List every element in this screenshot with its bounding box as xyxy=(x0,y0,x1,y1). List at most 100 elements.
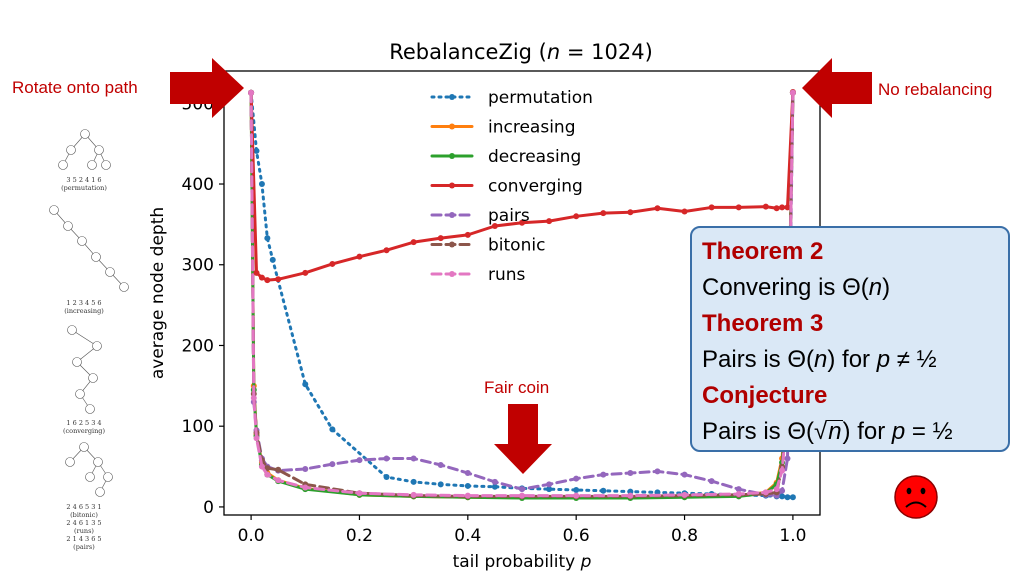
data-point-converging xyxy=(573,213,580,220)
data-point-runs xyxy=(275,477,282,484)
data-point-runs xyxy=(681,491,688,498)
conjecture-statement: Pairs is Θ(√n) for p = ½ xyxy=(702,418,953,445)
data-point-pairs xyxy=(735,486,742,493)
data-point-converging xyxy=(779,204,786,211)
bitonic-tree xyxy=(65,442,113,497)
legend-marker-runs xyxy=(449,271,455,277)
theorem-2-title: Theorem 2 xyxy=(702,238,824,265)
data-point-permutation xyxy=(464,482,471,489)
data-point-converging xyxy=(264,277,271,284)
data-point-runs xyxy=(356,490,363,497)
data-point-permutation xyxy=(329,426,336,433)
x-axis-label: tail probability p xyxy=(453,552,592,572)
data-point-permutation xyxy=(779,493,786,500)
x-axis-ticks: 0.0 0.2 0.4 0.6 0.8 1.0 xyxy=(238,515,806,546)
permutation-tree xyxy=(58,129,111,170)
data-point-runs xyxy=(627,492,634,499)
data-point-runs xyxy=(250,394,257,401)
increasing-tree xyxy=(49,205,129,292)
data-point-pairs xyxy=(627,470,634,477)
legend-marker-bitonic xyxy=(449,241,455,248)
data-point-runs xyxy=(789,89,796,96)
tree-diagrams xyxy=(49,129,129,497)
data-point-permutation xyxy=(269,256,276,263)
legend-marker-converging xyxy=(449,182,455,189)
data-point-runs xyxy=(519,492,525,499)
converging-caption-name: (converging) xyxy=(62,427,106,435)
legend-label-converging: converging xyxy=(488,177,583,197)
data-point-converging xyxy=(784,204,791,211)
legend-marker-decreasing xyxy=(449,153,455,159)
data-point-pairs xyxy=(681,471,688,478)
data-point-converging xyxy=(275,276,282,283)
data-point-permutation xyxy=(546,486,553,493)
data-point-runs xyxy=(464,492,471,499)
data-point-converging xyxy=(519,219,525,226)
data-point-pairs xyxy=(491,478,498,485)
increasing-caption-sequence: 1 2 3 4 5 6 xyxy=(66,299,102,307)
converging-caption-sequence: 1 6 2 5 3 4 xyxy=(66,419,102,427)
data-point-permutation xyxy=(784,494,791,501)
legend-item-runs: runs xyxy=(430,265,526,285)
data-point-converging xyxy=(491,222,498,229)
permutation-caption-name: (permutation) xyxy=(61,184,107,192)
data-point-pairs xyxy=(546,481,553,488)
data-point-converging xyxy=(762,203,769,210)
legend-item-pairs: pairs xyxy=(430,206,530,226)
conjecture-title: Conjecture xyxy=(702,382,828,409)
data-point-converging xyxy=(410,239,417,246)
data-point-pairs xyxy=(519,486,525,493)
data-point-converging xyxy=(708,204,715,211)
data-point-converging xyxy=(383,247,390,254)
x-tick-label: 0.4 xyxy=(454,526,481,546)
data-point-converging xyxy=(302,269,309,276)
data-point-pairs xyxy=(410,455,417,462)
runs-caption-name: (runs) xyxy=(74,527,94,535)
data-point-pairs xyxy=(302,465,309,472)
converging-tree xyxy=(67,325,102,414)
legend-label-runs: runs xyxy=(488,265,526,285)
chart-title: RebalanceZig (n = 1024) xyxy=(389,40,653,64)
y-axis-label: average node depth xyxy=(148,207,168,379)
y-tick-label: 200 xyxy=(182,336,214,356)
data-point-converging xyxy=(627,209,634,216)
legend-item-increasing: increasing xyxy=(430,118,575,138)
data-point-permutation xyxy=(437,481,444,488)
legend-marker-pairs xyxy=(449,212,455,218)
data-point-runs xyxy=(735,491,742,498)
series-layer xyxy=(248,88,796,502)
y-tick-label: 0 xyxy=(203,498,214,518)
data-point-converging xyxy=(437,235,444,242)
theorem-2-statement: Convering is Θ(n) xyxy=(702,274,891,301)
data-point-pairs xyxy=(464,470,471,477)
data-point-runs xyxy=(258,463,265,470)
data-point-converging xyxy=(329,260,336,267)
data-point-pairs xyxy=(329,461,336,468)
data-point-runs xyxy=(302,484,309,491)
x-tick-label: 0.0 xyxy=(238,526,265,546)
runs-caption-sequence: 2 4 6 1 3 5 xyxy=(66,519,102,527)
legend: permutation increasing decreasing convergin… xyxy=(430,88,593,285)
data-point-permutation xyxy=(600,487,607,494)
legend-item-converging: converging xyxy=(430,177,583,197)
data-point-permutation xyxy=(258,181,265,188)
x-tick-label: 0.2 xyxy=(346,526,373,546)
data-point-permutation xyxy=(302,381,309,388)
legend-item-permutation: permutation xyxy=(430,88,593,108)
data-point-runs xyxy=(264,471,271,478)
data-point-runs xyxy=(762,489,769,496)
legend-label-increasing: increasing xyxy=(488,118,575,138)
bitonic-caption-name: (bitonic) xyxy=(70,511,98,519)
legend-marker-permutation xyxy=(449,94,455,100)
sad-face-icon xyxy=(894,475,938,519)
data-point-runs xyxy=(253,435,260,442)
data-point-converging xyxy=(681,208,688,215)
data-point-converging xyxy=(356,253,363,260)
x-tick-label: 0.8 xyxy=(671,526,698,546)
tree-examples-panel: 3 5 2 4 1 6 (permutation) 1 2 3 4 5 6 (i… xyxy=(28,120,140,551)
legend-item-decreasing: decreasing xyxy=(430,147,581,167)
legend-label-bitonic: bitonic xyxy=(488,236,545,256)
data-point-permutation xyxy=(573,486,580,493)
